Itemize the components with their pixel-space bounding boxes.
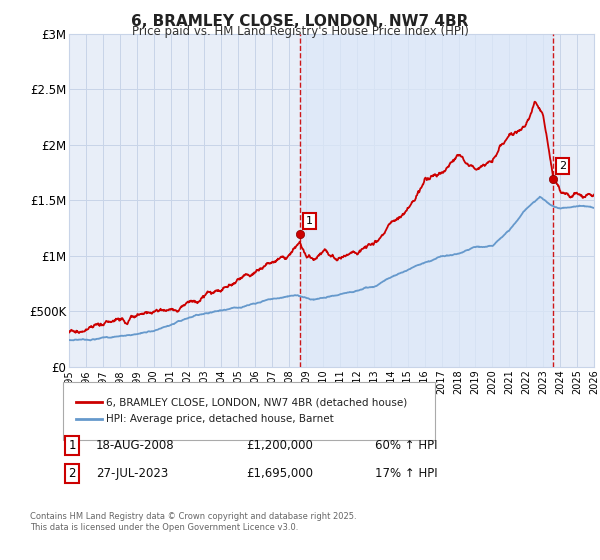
Text: Contains HM Land Registry data © Crown copyright and database right 2025.
This d: Contains HM Land Registry data © Crown c… [30,512,356,532]
Text: Price paid vs. HM Land Registry's House Price Index (HPI): Price paid vs. HM Land Registry's House … [131,25,469,38]
Bar [300,34,553,367]
Text: £1,200,000: £1,200,000 [246,438,313,452]
Text: 60% ↑ HPI: 60% ↑ HPI [375,438,437,452]
Text: 1: 1 [306,216,313,226]
Text: 27-JUL-2023: 27-JUL-2023 [96,466,168,480]
Text: 2: 2 [559,161,566,171]
Text: 17% ↑ HPI: 17% ↑ HPI [375,466,437,480]
Text: 6, BRAMLEY CLOSE, LONDON, NW7 4BR (detached house): 6, BRAMLEY CLOSE, LONDON, NW7 4BR (detac… [106,397,407,407]
Text: 6, BRAMLEY CLOSE, LONDON, NW7 4BR: 6, BRAMLEY CLOSE, LONDON, NW7 4BR [131,14,469,29]
Text: £1,695,000: £1,695,000 [246,466,313,480]
Text: 18-AUG-2008: 18-AUG-2008 [96,438,175,452]
Text: 2: 2 [68,466,76,480]
Text: HPI: Average price, detached house, Barnet: HPI: Average price, detached house, Barn… [106,414,334,424]
Text: 1: 1 [68,438,76,452]
